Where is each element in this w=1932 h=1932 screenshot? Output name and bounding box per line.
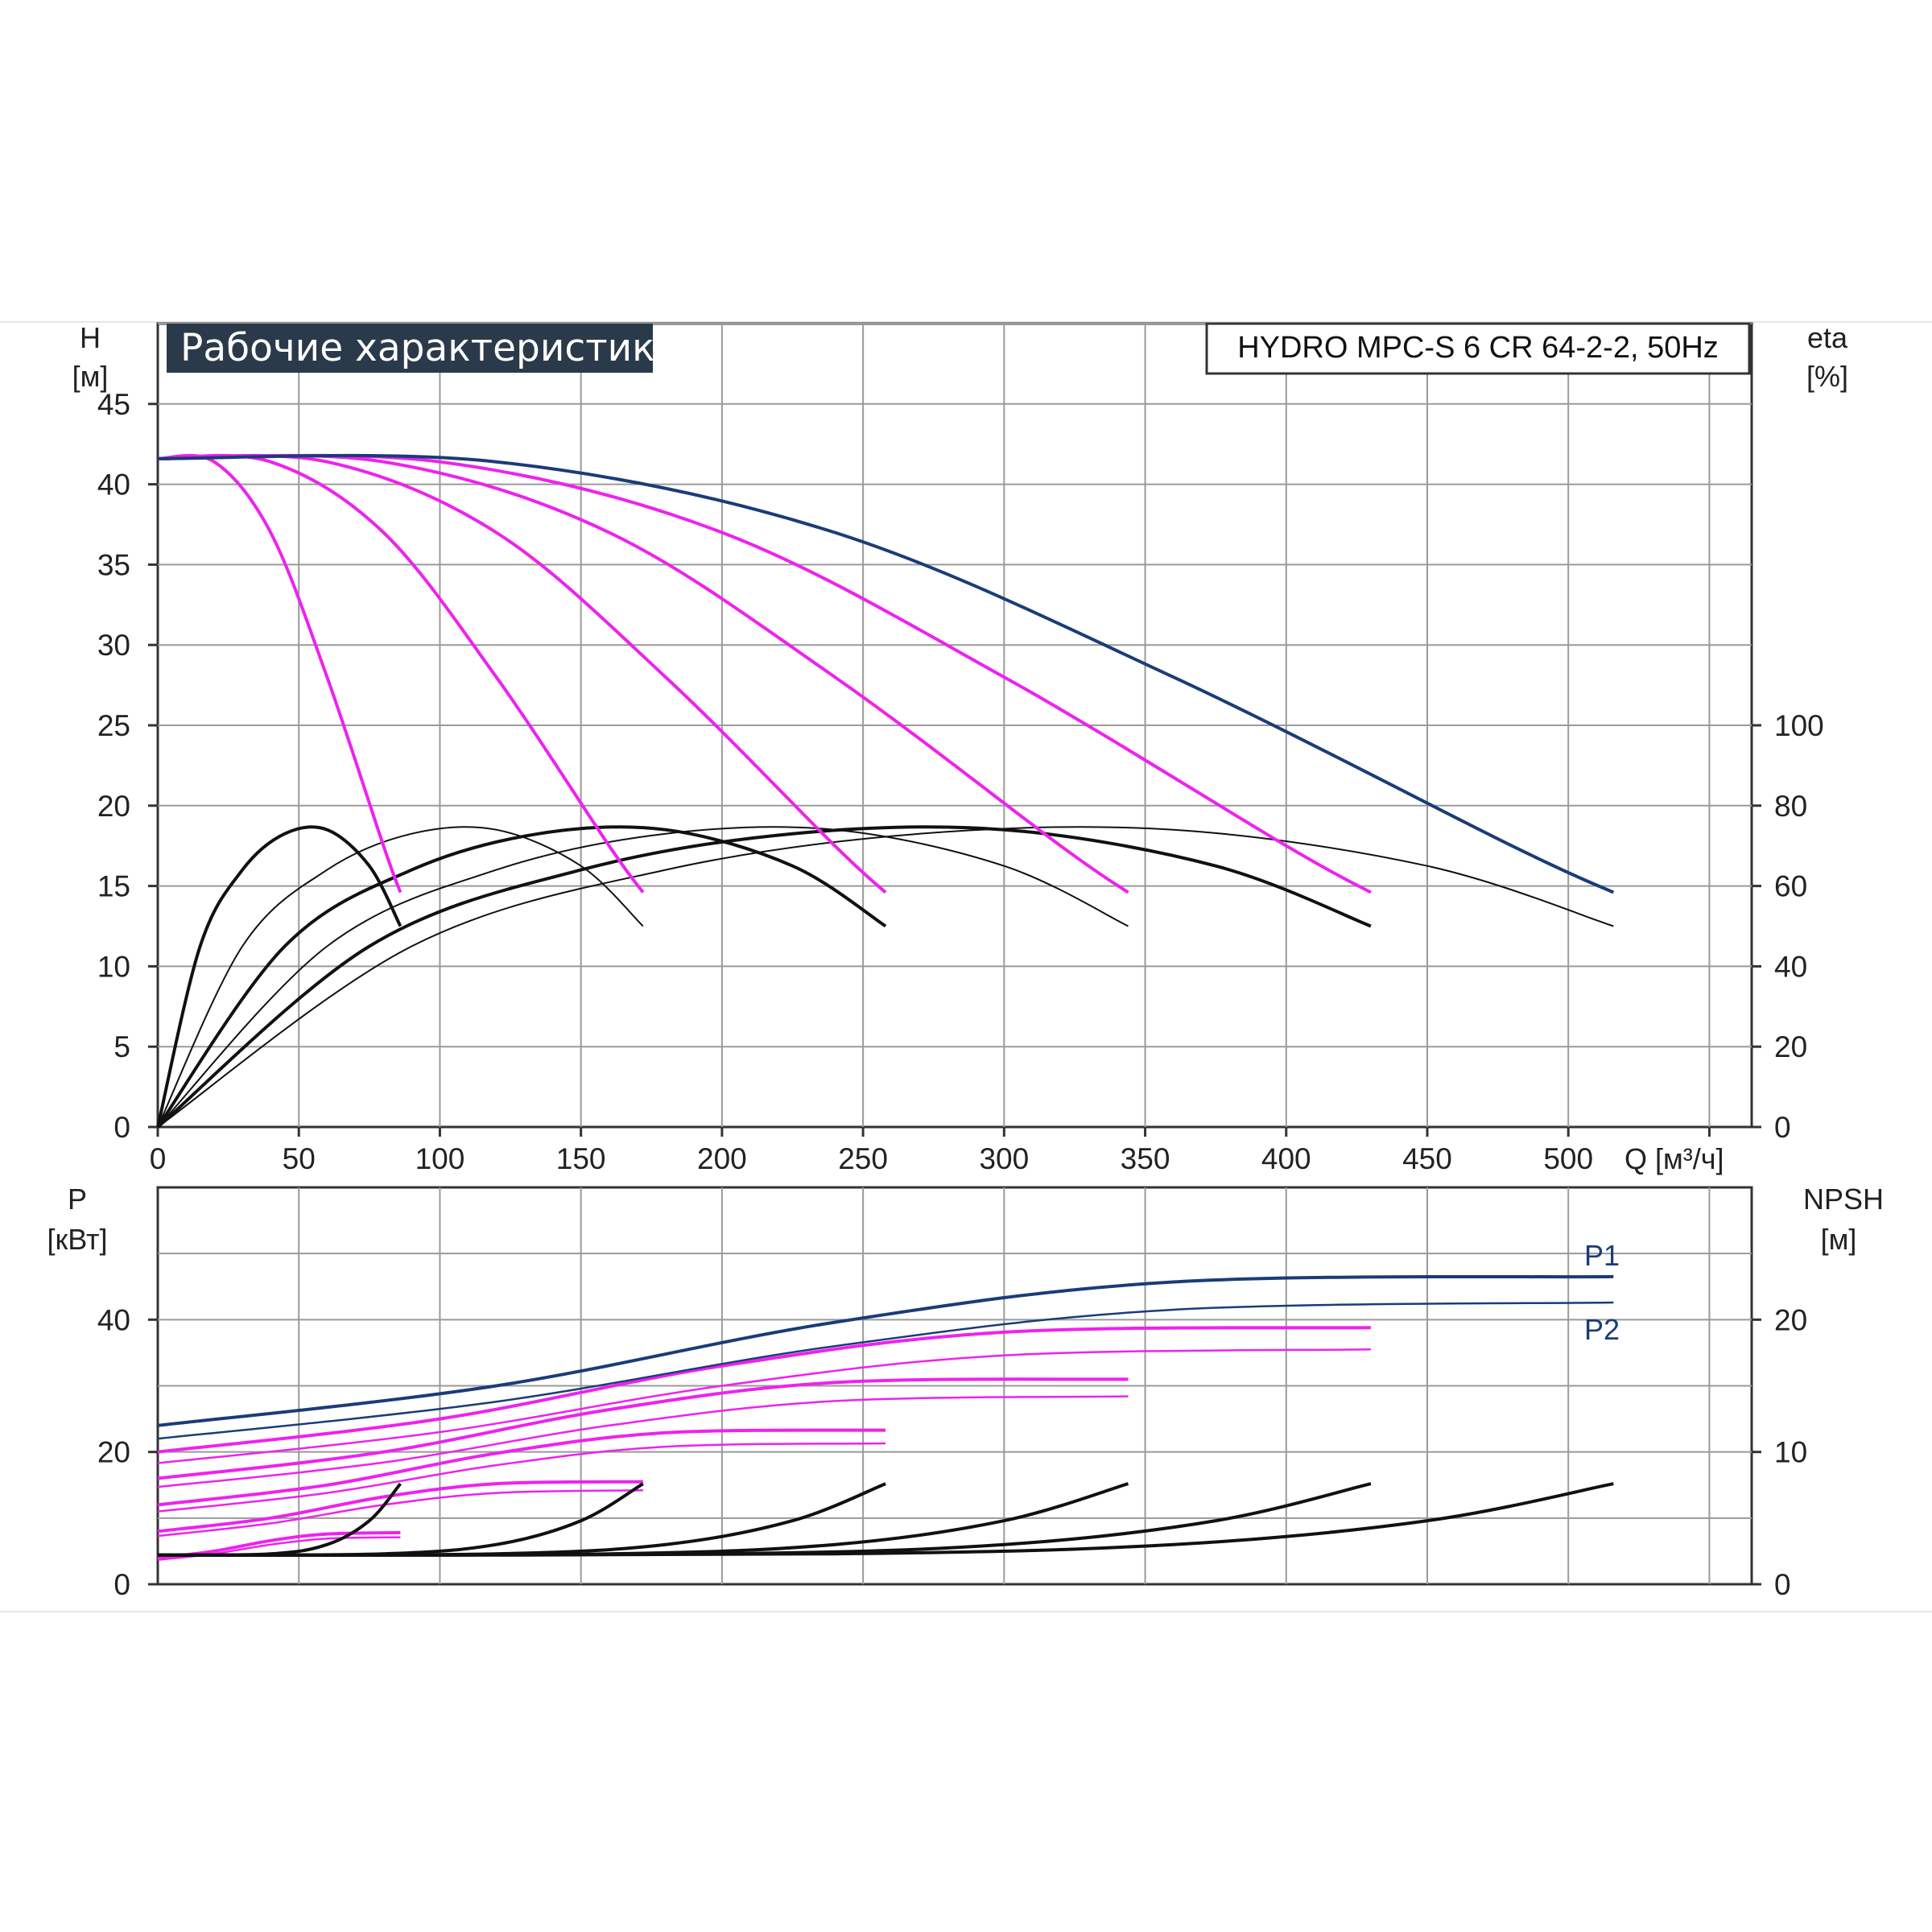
head-curve <box>157 453 645 894</box>
head-tick-label: 10 <box>97 950 130 983</box>
x-tick-label: 450 <box>1402 1142 1452 1175</box>
efficiency-curve <box>156 825 1372 1129</box>
eta-tick-label: 80 <box>1774 790 1807 823</box>
power-tick-label: 20 <box>97 1436 130 1469</box>
head-tick-label: 40 <box>97 469 130 502</box>
eta-axis-label: eta <box>1807 321 1848 354</box>
power-p1-curve <box>157 1428 886 1507</box>
x-tick-label: 250 <box>838 1142 888 1175</box>
series-label-p2: P2 <box>1584 1313 1620 1346</box>
eta-tick-label: 0 <box>1774 1111 1791 1144</box>
x-tick-label: 0 <box>150 1142 167 1175</box>
x-tick-label: 50 <box>283 1142 316 1175</box>
head-tick-label: 0 <box>114 1111 130 1144</box>
power-p2-curve <box>157 1348 1371 1464</box>
power-p2-curve <box>157 1442 886 1513</box>
power-axis-label: P <box>68 1183 87 1216</box>
npsh-tick-label: 20 <box>1774 1303 1807 1336</box>
npsh-tick-label: 0 <box>1774 1568 1791 1601</box>
power-tick-label: 0 <box>114 1568 130 1601</box>
chart-title-box: Рабочие характеристики <box>167 324 679 373</box>
efficiency-curve <box>157 826 1129 1128</box>
grid-lines <box>158 323 1752 1584</box>
efficiency-curve <box>156 825 887 1129</box>
power-p1-curve <box>157 1326 1371 1454</box>
npsh-axis-label: NPSH <box>1803 1183 1884 1216</box>
eta-tick-label: 60 <box>1774 870 1807 903</box>
efficiency-curve <box>157 826 644 1128</box>
head-curve <box>157 453 1129 894</box>
eta-axis-unit: [%] <box>1806 360 1848 393</box>
head-axis-unit: [м] <box>72 360 109 393</box>
axis-ticks: 0 50 100 150 200 250 300 350 400 450 5000510152025… <box>97 388 1824 1601</box>
head-tick-label: 45 <box>97 388 130 421</box>
eta-tick-label: 20 <box>1774 1030 1807 1063</box>
curves <box>156 453 1615 1561</box>
head-tick-label: 35 <box>97 548 130 581</box>
npsh-curve <box>157 1482 1614 1557</box>
chart-title-background <box>167 324 653 373</box>
x-tick-label: 100 <box>415 1142 465 1175</box>
head-tick-label: 5 <box>114 1030 130 1063</box>
x-tick-label: 500 <box>1543 1142 1593 1175</box>
eta-tick-label: 40 <box>1774 950 1807 983</box>
x-tick-label: 350 <box>1121 1142 1170 1175</box>
head-curve <box>157 453 887 894</box>
x-tick-label: 200 <box>697 1142 747 1175</box>
efficiency-curve <box>157 826 1614 1128</box>
head-curve <box>157 453 1615 894</box>
npsh-axis-unit: [м] <box>1821 1223 1857 1256</box>
series-label-p1: P1 <box>1584 1239 1620 1272</box>
flow-axis-label: Q [м³/ч] <box>1624 1142 1724 1175</box>
head-tick-label: 15 <box>97 870 130 903</box>
efficiency-curve <box>156 825 402 1128</box>
head-tick-label: 25 <box>97 709 130 742</box>
x-tick-label: 150 <box>556 1142 606 1175</box>
chart-title: Рабочие характеристики <box>180 326 679 370</box>
npsh-tick-label: 10 <box>1774 1436 1807 1469</box>
eta-tick-label: 100 <box>1774 709 1824 742</box>
model-name: HYDRO MPC-S 6 CR 64-2-2, 50Hz <box>1237 331 1719 365</box>
x-tick-label: 300 <box>979 1142 1029 1175</box>
power-tick-label: 40 <box>97 1303 130 1336</box>
power-p1-curve <box>157 1480 643 1534</box>
power-p1-curve <box>157 1274 1614 1427</box>
power-p1-curve <box>157 1377 1129 1480</box>
power-axis-unit: [кВт] <box>47 1223 107 1256</box>
head-axis-label: H <box>80 321 101 354</box>
head-tick-label: 20 <box>97 790 130 823</box>
x-tick-label: 400 <box>1261 1142 1311 1175</box>
model-box-border <box>1205 322 1751 375</box>
head-tick-label: 30 <box>97 629 130 662</box>
model-box: HYDRO MPC-S 6 CR 64-2-2, 50Hz <box>1205 322 1751 375</box>
head-curve <box>157 453 402 894</box>
power-p2-curve <box>157 1301 1614 1440</box>
power-p2-curve <box>157 1395 1129 1488</box>
